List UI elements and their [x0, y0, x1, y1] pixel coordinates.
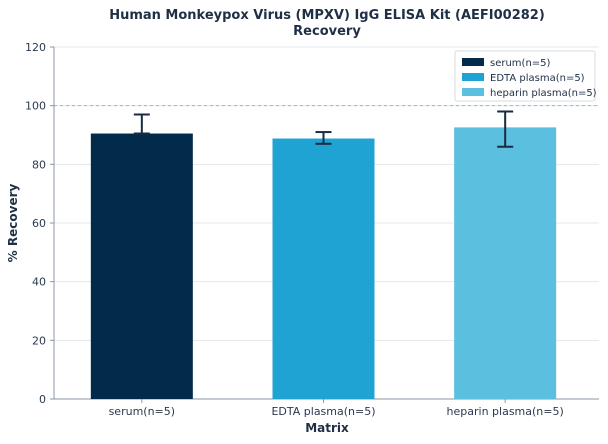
- x-tick-label: heparin plasma(n=5): [447, 405, 564, 418]
- legend: serum(n=5) EDTA plasma(n=5) heparin plasma…: [454, 50, 597, 102]
- y-tick-label: 100: [25, 100, 46, 113]
- x-tick-label: serum(n=5): [109, 405, 175, 418]
- bar-0: [90, 133, 193, 400]
- legend-label: heparin plasma(n=5): [490, 88, 597, 99]
- y-tick-label: 120: [25, 41, 46, 54]
- bar-2: [454, 127, 557, 399]
- bar-1: [272, 138, 375, 399]
- chart-title: Human Monkeypox Virus (MPXV) IgG ELISA K…: [109, 8, 545, 23]
- y-axis-label: % Recovery: [6, 184, 20, 263]
- legend-label: EDTA plasma(n=5): [490, 73, 585, 84]
- legend-swatch-1: [462, 73, 484, 81]
- y-tick-labels: 0 20 40 60 80 100 120: [25, 41, 54, 406]
- legend-swatch-0: [462, 58, 484, 66]
- x-axis-label: Matrix: [305, 421, 349, 435]
- legend-swatch-2: [462, 88, 484, 96]
- y-tick-label: 20: [32, 334, 46, 347]
- x-tick-label: EDTA plasma(n=5): [271, 405, 375, 418]
- y-tick-label: 80: [32, 158, 46, 171]
- y-tick-label: 60: [32, 217, 46, 230]
- y-tick-label: 40: [32, 276, 46, 289]
- chart-subtitle: Recovery: [293, 24, 361, 39]
- bars: [90, 110, 557, 400]
- x-tick-labels: serum(n=5) EDTA plasma(n=5) heparin plasma…: [109, 399, 564, 418]
- legend-label: serum(n=5): [490, 58, 551, 69]
- legend-frame: [454, 50, 596, 102]
- y-tick-label: 0: [39, 393, 46, 406]
